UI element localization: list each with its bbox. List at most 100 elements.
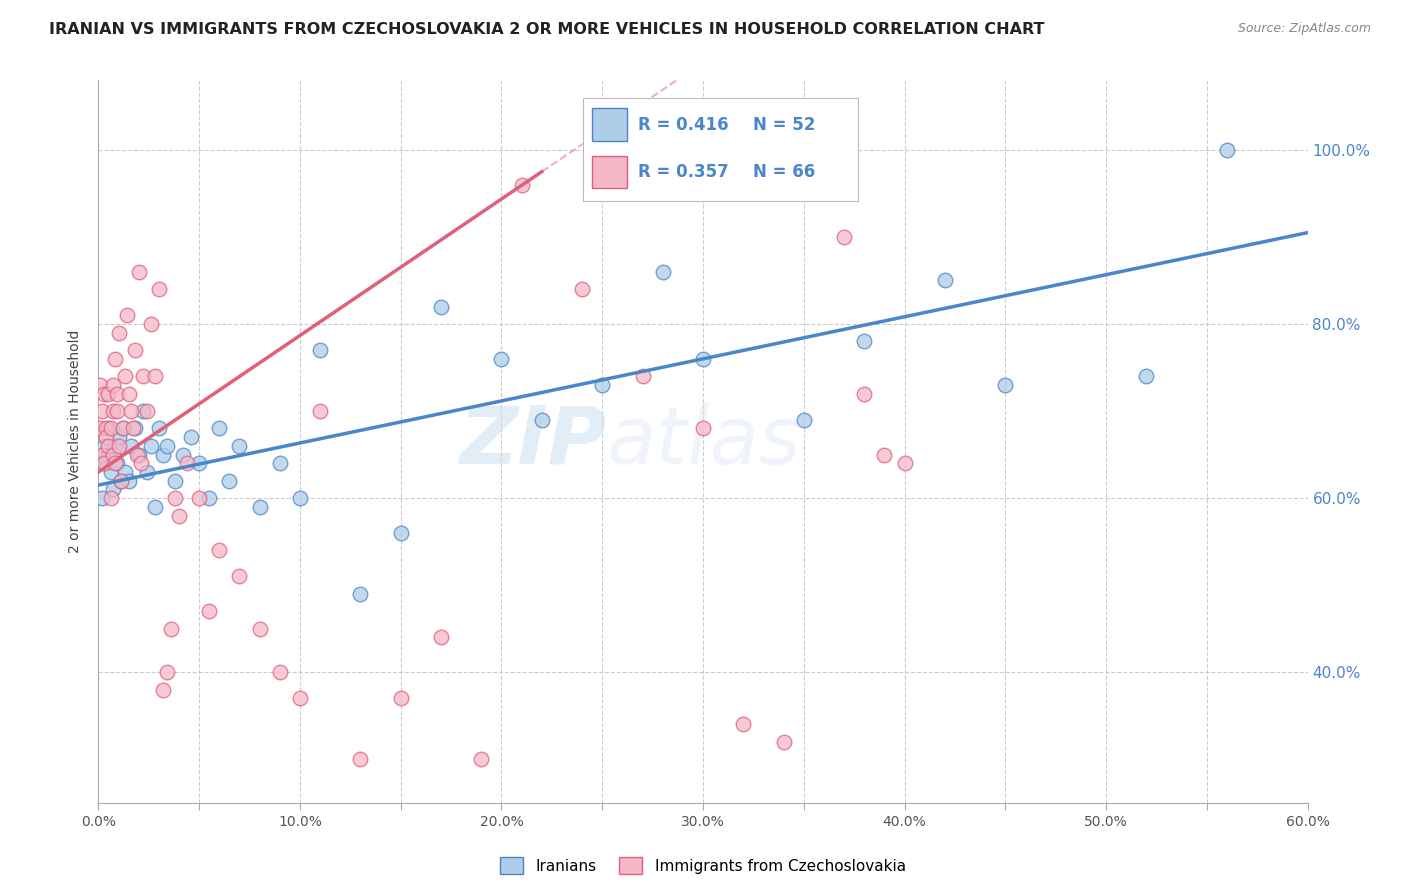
Text: Source: ZipAtlas.com: Source: ZipAtlas.com (1237, 22, 1371, 36)
Point (152, 448, 174, 462)
Text: R = 0.416: R = 0.416 (638, 116, 728, 134)
Point (832, 230, 855, 244)
Point (135, 404, 157, 418)
Text: atlas: atlas (606, 402, 801, 481)
Point (349, 587, 371, 601)
Point (269, 456, 291, 470)
Point (893, 456, 915, 470)
Point (115, 308, 138, 322)
Text: N = 66: N = 66 (754, 163, 815, 181)
Point (148, 282, 170, 296)
Point (249, 622, 271, 636)
FancyBboxPatch shape (592, 109, 627, 141)
FancyBboxPatch shape (592, 155, 627, 188)
Point (389, 525, 412, 540)
Point (692, 351, 714, 366)
Point (530, 413, 553, 427)
Point (163, 491, 186, 505)
Point (125, 448, 148, 462)
Point (124, 421, 146, 435)
Legend: Iranians, Immigrants from Czechoslovakia: Iranians, Immigrants from Czechoslovakia (494, 851, 912, 880)
Point (93, 386, 115, 401)
Point (101, 448, 124, 462)
Point (249, 500, 271, 514)
Point (118, 474, 141, 488)
Point (152, 682, 174, 697)
Point (121, 421, 143, 435)
Point (510, 178, 533, 192)
Point (105, 404, 128, 418)
Point (139, 317, 162, 331)
Point (101, 404, 124, 418)
Point (167, 508, 190, 523)
Point (97, 448, 120, 462)
Point (91, 404, 114, 418)
Point (118, 386, 141, 401)
Point (110, 474, 132, 488)
Point (101, 448, 124, 462)
Point (571, 282, 593, 296)
Point (101, 483, 124, 497)
Text: IRANIAN VS IMMIGRANTS FROM CZECHOSLOVAKIA 2 OR MORE VEHICLES IN HOUSEHOLD CORREL: IRANIAN VS IMMIGRANTS FROM CZECHOSLOVAKI… (49, 22, 1045, 37)
Point (139, 439, 162, 453)
Point (143, 369, 166, 384)
Point (692, 421, 714, 435)
Point (198, 604, 221, 618)
Point (172, 448, 194, 462)
Point (114, 369, 136, 384)
Point (156, 439, 179, 453)
Point (1216, 143, 1239, 157)
Point (188, 491, 211, 505)
Point (651, 265, 673, 279)
Point (96, 430, 118, 444)
Point (107, 430, 129, 444)
Point (631, 369, 654, 384)
Point (91, 448, 114, 462)
Text: R = 0.357: R = 0.357 (638, 163, 730, 181)
Point (288, 691, 311, 706)
Point (934, 273, 956, 287)
Point (100, 491, 122, 505)
Point (873, 448, 896, 462)
Point (97, 439, 120, 453)
Point (105, 456, 128, 470)
Point (111, 421, 134, 435)
Point (100, 465, 122, 479)
Point (107, 439, 129, 453)
Point (120, 404, 142, 418)
Point (129, 456, 152, 470)
Point (91, 491, 114, 505)
Point (309, 343, 332, 358)
Point (111, 421, 134, 435)
Point (156, 665, 179, 680)
Point (160, 622, 183, 636)
Point (188, 456, 211, 470)
Point (89, 421, 111, 435)
Point (89, 456, 111, 470)
Point (176, 456, 198, 470)
Point (772, 735, 794, 749)
Point (853, 334, 876, 349)
Point (132, 369, 155, 384)
Point (208, 543, 231, 558)
Point (124, 343, 146, 358)
Point (218, 474, 240, 488)
Point (591, 378, 613, 392)
Point (135, 465, 157, 479)
Point (430, 300, 453, 314)
Point (132, 404, 155, 418)
Point (128, 448, 150, 462)
Point (491, 351, 513, 366)
Point (228, 569, 250, 583)
Point (163, 474, 186, 488)
Point (994, 378, 1017, 392)
Point (128, 265, 150, 279)
Point (389, 691, 412, 706)
Point (288, 491, 311, 505)
Point (103, 351, 125, 366)
Point (269, 665, 291, 680)
Point (793, 413, 815, 427)
Point (853, 386, 876, 401)
Point (198, 491, 221, 505)
Point (228, 439, 250, 453)
